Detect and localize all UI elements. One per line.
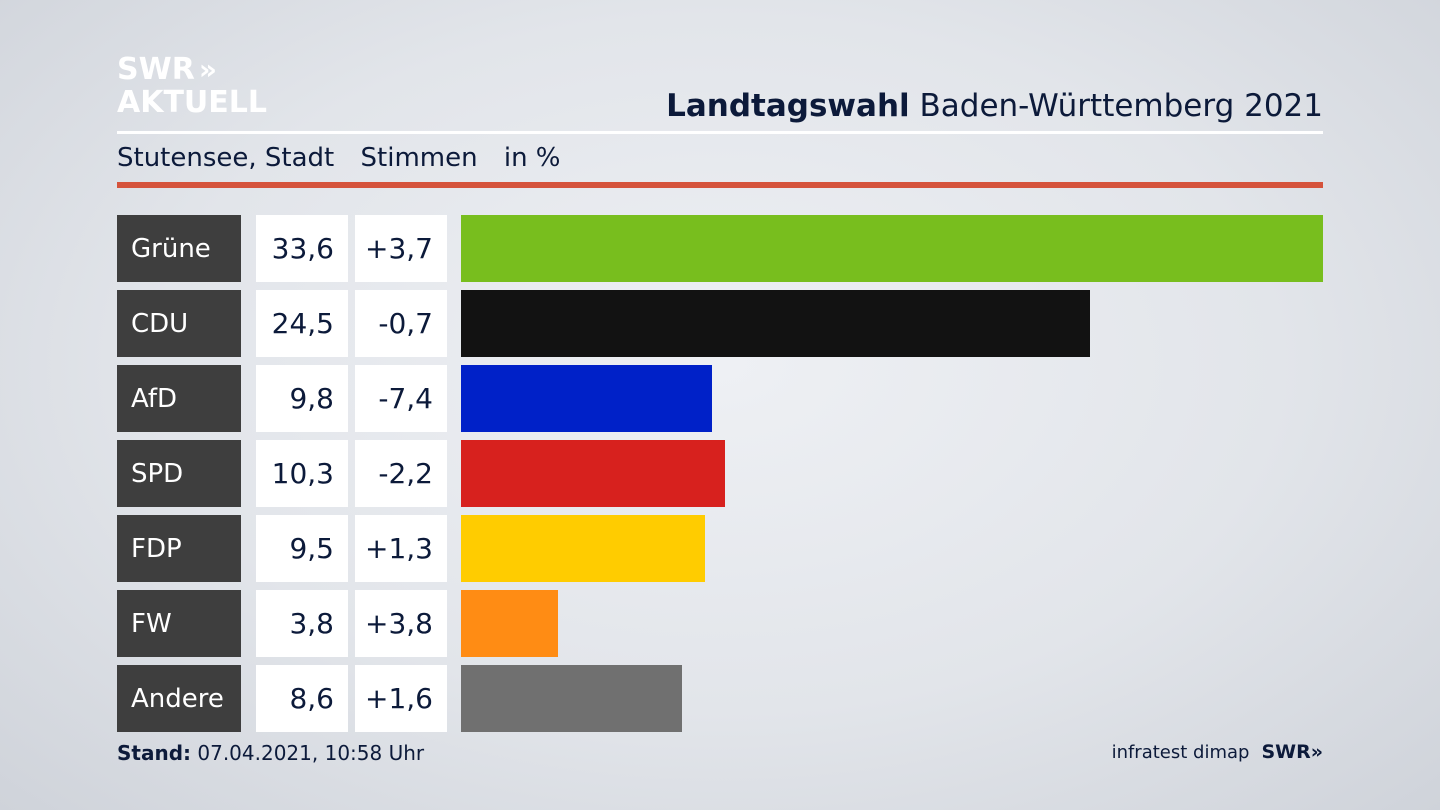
bar-row: Grüne 33,6 +3,7 xyxy=(117,215,1323,282)
vote-share-value: 9,5 xyxy=(256,515,348,582)
swr-brand: SWR» xyxy=(1261,741,1323,763)
party-label: Andere xyxy=(117,665,241,732)
party-label: FW xyxy=(117,590,241,657)
source-label: infratest dimap xyxy=(1111,741,1250,763)
chart-title: Landtagswahl Baden-Württemberg 2021 xyxy=(666,88,1323,124)
vote-bar xyxy=(461,515,705,582)
vote-bar xyxy=(461,365,712,432)
vote-change-value: -2,2 xyxy=(355,440,447,507)
vote-bar xyxy=(461,215,1323,282)
title-bold: Landtagswahl xyxy=(666,88,910,124)
bar-row: FW 3,8 +3,8 xyxy=(117,590,1323,657)
metric-label: Stimmen xyxy=(360,143,478,173)
vote-bar xyxy=(461,290,1090,357)
stand-value: 07.04.2021, 10:58 Uhr xyxy=(191,741,425,765)
vote-change-value: +3,7 xyxy=(355,215,447,282)
bar-row: AfD 9,8 -7,4 xyxy=(117,365,1323,432)
vote-share-value: 24,5 xyxy=(256,290,348,357)
accent-divider xyxy=(117,182,1323,188)
vote-change-value: +3,8 xyxy=(355,590,447,657)
unit-label: in % xyxy=(503,143,561,173)
stand-label: Stand: xyxy=(117,741,192,765)
bar-row: FDP 9,5 +1,3 xyxy=(117,515,1323,582)
source-credit: infratest dimap SWR» xyxy=(1112,741,1323,763)
vote-change-value: +1,6 xyxy=(355,665,447,732)
vote-change-value: +1,3 xyxy=(355,515,447,582)
vote-change-value: -0,7 xyxy=(355,290,447,357)
party-label: CDU xyxy=(117,290,241,357)
title-rest: Baden-Württemberg 2021 xyxy=(909,88,1324,124)
party-label: SPD xyxy=(117,440,241,507)
vote-change-value: -7,4 xyxy=(355,365,447,432)
timestamp: Stand: 07.04.2021, 10:58 Uhr xyxy=(117,741,424,765)
header-divider xyxy=(117,131,1323,134)
vote-share-value: 9,8 xyxy=(256,365,348,432)
vote-bar xyxy=(461,590,558,657)
subheader: Stutensee, Stadt Stimmen in % xyxy=(117,143,579,173)
vote-bar xyxy=(461,440,725,507)
bar-row: Andere 8,6 +1,6 xyxy=(117,665,1323,732)
party-label: Grüne xyxy=(117,215,241,282)
logo-line1: SWR xyxy=(117,52,195,87)
vote-share-value: 10,3 xyxy=(256,440,348,507)
location-label: Stutensee, Stadt xyxy=(117,143,335,173)
party-label: FDP xyxy=(117,515,241,582)
swr-aktuell-logo: SWR» AKTUELL xyxy=(117,54,267,120)
vote-share-value: 3,8 xyxy=(256,590,348,657)
vote-bar xyxy=(461,665,682,732)
vote-share-value: 33,6 xyxy=(256,215,348,282)
bar-row: CDU 24,5 -0,7 xyxy=(117,290,1323,357)
party-label: AfD xyxy=(117,365,241,432)
logo-line2: AKTUELL xyxy=(117,85,268,120)
vote-share-value: 8,6 xyxy=(256,665,348,732)
bar-row: SPD 10,3 -2,2 xyxy=(117,440,1323,507)
chevron-right-icon: » xyxy=(198,53,217,86)
